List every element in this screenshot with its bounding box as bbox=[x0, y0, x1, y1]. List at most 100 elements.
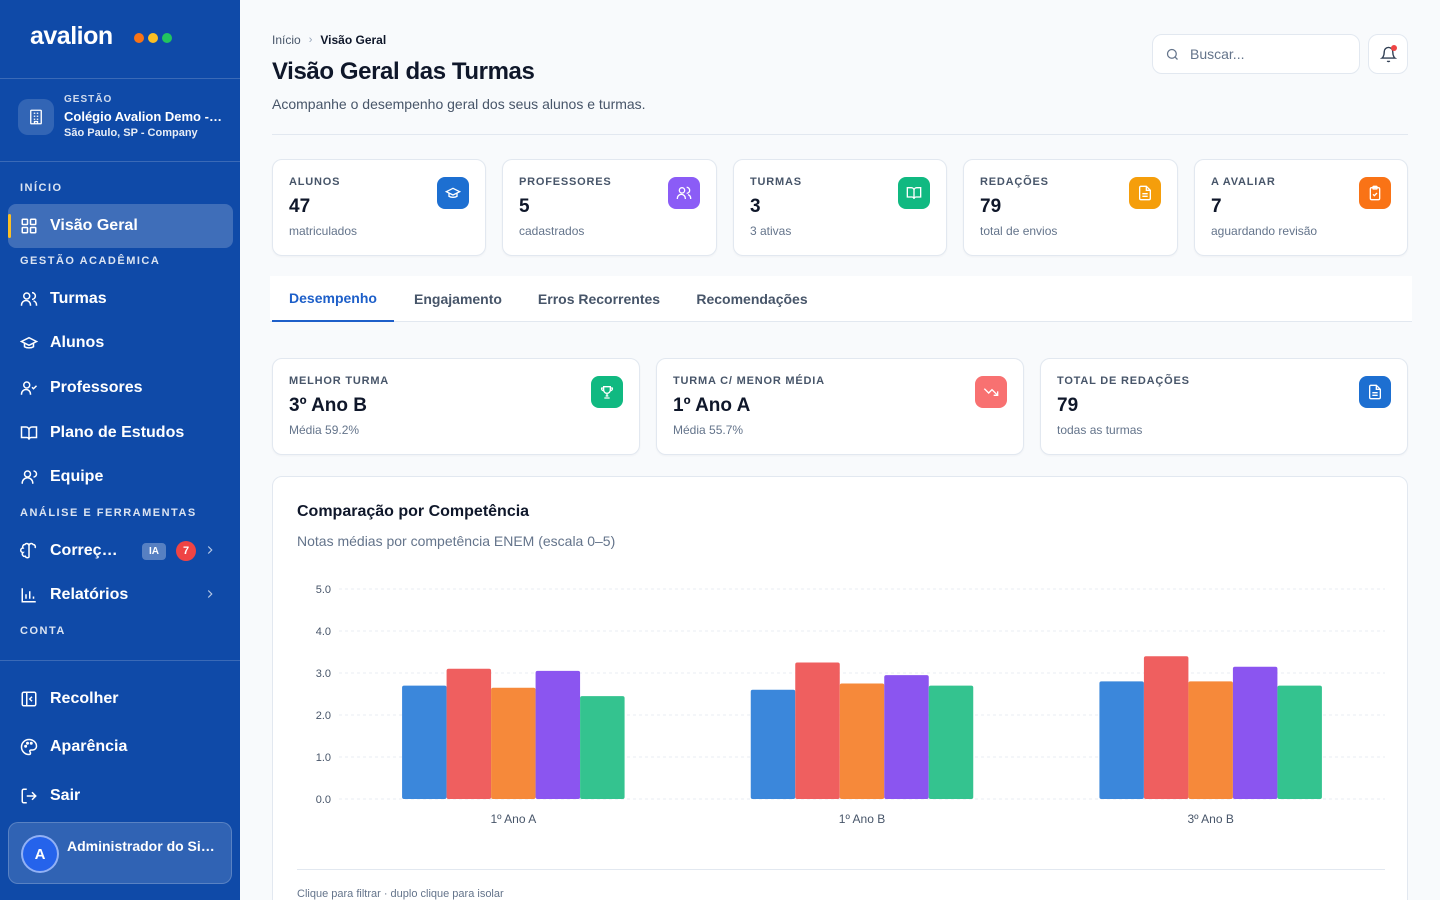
sidebar-item-team[interactable]: Equipe bbox=[8, 455, 233, 499]
chevron-right-icon[interactable] bbox=[203, 587, 217, 601]
logo-dot-green bbox=[162, 33, 172, 43]
y-tick-label: 4.0 bbox=[316, 626, 331, 638]
stat-card-teachers[interactable]: PROFESSORES 5 cadastrados bbox=[502, 159, 717, 256]
sidebar-divider bbox=[0, 660, 240, 661]
sidebar-item-label: Sair bbox=[50, 787, 81, 804]
search-input[interactable] bbox=[1190, 46, 1340, 62]
highlight-card-lowest-class[interactable]: TURMA C/ MENOR MÉDIA 1º Ano A Média 55.7… bbox=[656, 358, 1024, 455]
tab-recurring-errors[interactable]: Erros Recorrentes bbox=[537, 291, 661, 307]
user-card[interactable]: A Administrador do Sistema bbox=[8, 822, 232, 884]
bar[interactable] bbox=[580, 696, 625, 799]
sidebar-divider bbox=[0, 161, 240, 162]
stat-card-to-review[interactable]: A AVALIAR 7 aguardando revisão bbox=[1194, 159, 1408, 256]
sidebar-item-label: Plano de Estudos bbox=[50, 424, 185, 441]
highlight-value: 1º Ano A bbox=[673, 395, 751, 416]
highlight-label: MELHOR TURMA bbox=[289, 375, 390, 387]
user-check-icon bbox=[20, 381, 38, 395]
breadcrumb-home[interactable]: Início bbox=[272, 33, 301, 47]
competency-chart-card: Comparação por Competência Notas médias … bbox=[272, 476, 1408, 900]
bar[interactable] bbox=[1188, 681, 1233, 799]
file-text-icon bbox=[1359, 376, 1391, 408]
highlight-value: 79 bbox=[1057, 395, 1079, 416]
bar[interactable] bbox=[1143, 656, 1189, 799]
building-icon bbox=[18, 98, 54, 135]
sidebar-item-classes[interactable]: Turmas bbox=[8, 277, 233, 321]
section-analise: ANÁLISE E FERRAMENTAS bbox=[20, 507, 197, 519]
y-tick-label: 0.0 bbox=[316, 794, 331, 806]
sidebar-item-teachers[interactable]: Professores bbox=[8, 366, 233, 410]
users-icon bbox=[668, 177, 700, 209]
stat-label: ALUNOS bbox=[289, 176, 341, 188]
sidebar-item-reports[interactable]: Relatórios bbox=[8, 573, 233, 617]
stat-card-students[interactable]: ALUNOS 47 matriculados bbox=[272, 159, 486, 256]
bar[interactable] bbox=[750, 689, 796, 799]
y-tick-label: 1.0 bbox=[316, 752, 331, 764]
highlight-sub: Média 59.2% bbox=[289, 423, 360, 437]
bar[interactable] bbox=[1277, 685, 1322, 799]
highlight-sub: todas as turmas bbox=[1057, 423, 1143, 437]
chart-title: Comparação por Competência bbox=[297, 503, 530, 520]
bar[interactable] bbox=[928, 685, 974, 799]
bar[interactable] bbox=[491, 687, 536, 799]
sidebar-item-overview[interactable]: Visão Geral bbox=[8, 204, 233, 248]
stat-value: 3 bbox=[750, 196, 761, 217]
stat-label: A AVALIAR bbox=[1211, 176, 1276, 188]
tab-engagement[interactable]: Engajamento bbox=[414, 291, 502, 307]
stat-value: 7 bbox=[1211, 196, 1222, 217]
bar[interactable] bbox=[446, 668, 492, 799]
book-open-icon bbox=[898, 177, 930, 209]
stat-card-classes[interactable]: TURMAS 3 3 ativas bbox=[733, 159, 947, 256]
sidebar-item-collapse[interactable]: Recolher bbox=[8, 677, 233, 721]
bar[interactable] bbox=[884, 675, 929, 799]
sidebar-item-appearance[interactable]: Aparência bbox=[8, 725, 233, 769]
bar[interactable] bbox=[1232, 666, 1278, 799]
org-switcher[interactable]: GESTÃO Colégio Avalion Demo - Company Sã… bbox=[18, 94, 224, 139]
sidebar-item-study-plan[interactable]: Plano de Estudos bbox=[8, 411, 233, 455]
search-box[interactable] bbox=[1152, 34, 1360, 74]
bar[interactable] bbox=[402, 685, 447, 799]
grid-icon bbox=[21, 218, 37, 234]
clipboard-check-icon bbox=[1359, 177, 1391, 209]
highlight-card-total-essays[interactable]: TOTAL DE REDAÇÕES 79 todas as turmas bbox=[1040, 358, 1408, 455]
user-icon bbox=[21, 470, 38, 484]
stat-value: 79 bbox=[980, 196, 1002, 217]
org-name: Colégio Avalion Demo - Company bbox=[64, 109, 224, 124]
bar[interactable] bbox=[1099, 681, 1144, 799]
tab-recommendations[interactable]: Recomendações bbox=[696, 291, 808, 307]
notifications-button[interactable] bbox=[1368, 34, 1408, 74]
trophy-icon bbox=[591, 376, 623, 408]
tab-performance[interactable]: Desempenho bbox=[272, 276, 394, 322]
sidebar-item-corrections[interactable]: Correções IA 7 bbox=[8, 529, 233, 573]
competency-bar-chart[interactable]: 0.0 1.0 2.0 3.0 4.0 5.0 1º Ano A 1º Ano B 3º Ano… bbox=[273, 477, 1409, 900]
logo[interactable]: avalion bbox=[30, 22, 113, 50]
stat-sub: cadastrados bbox=[519, 224, 585, 238]
tab-bar: Desempenho Engajamento Erros Recorrentes… bbox=[270, 276, 1412, 322]
logout-icon bbox=[21, 788, 37, 804]
sidebar-item-label: Correções bbox=[50, 542, 124, 559]
highlight-card-best-class[interactable]: MELHOR TURMA 3º Ano B Média 59.2% bbox=[272, 358, 640, 455]
bar[interactable] bbox=[535, 670, 581, 799]
sidebar-item-students[interactable]: Alunos bbox=[8, 321, 233, 365]
trending-down-icon bbox=[975, 376, 1007, 408]
sidebar-item-logout[interactable]: Sair bbox=[8, 774, 233, 818]
stat-card-essays[interactable]: REDAÇÕES 79 total de envios bbox=[963, 159, 1178, 256]
logo-dot-yellow bbox=[148, 33, 158, 43]
section-academica: GESTÃO ACADÊMICA bbox=[20, 255, 161, 267]
bar[interactable] bbox=[795, 662, 840, 800]
breadcrumb-separator-icon: › bbox=[308, 34, 313, 46]
sidebar-item-label: Aparência bbox=[50, 738, 128, 755]
sidebar-item-label: Equipe bbox=[50, 468, 104, 485]
sidebar-item-label: Relatórios bbox=[50, 586, 129, 603]
sidebar-divider bbox=[0, 78, 240, 79]
users-icon bbox=[20, 291, 38, 306]
highlight-sub: Média 55.7% bbox=[673, 423, 744, 437]
file-text-icon bbox=[1129, 177, 1161, 209]
chevron-right-icon[interactable] bbox=[203, 543, 217, 557]
sidebar-item-label: Alunos bbox=[50, 334, 105, 351]
avatar: A bbox=[21, 835, 59, 873]
y-tick-label: 3.0 bbox=[316, 668, 331, 680]
stat-value: 5 bbox=[519, 196, 530, 217]
stat-label: TURMAS bbox=[750, 176, 802, 188]
page-subtitle: Acompanhe o desempenho geral dos seus al… bbox=[272, 96, 646, 112]
bar[interactable] bbox=[839, 683, 885, 800]
